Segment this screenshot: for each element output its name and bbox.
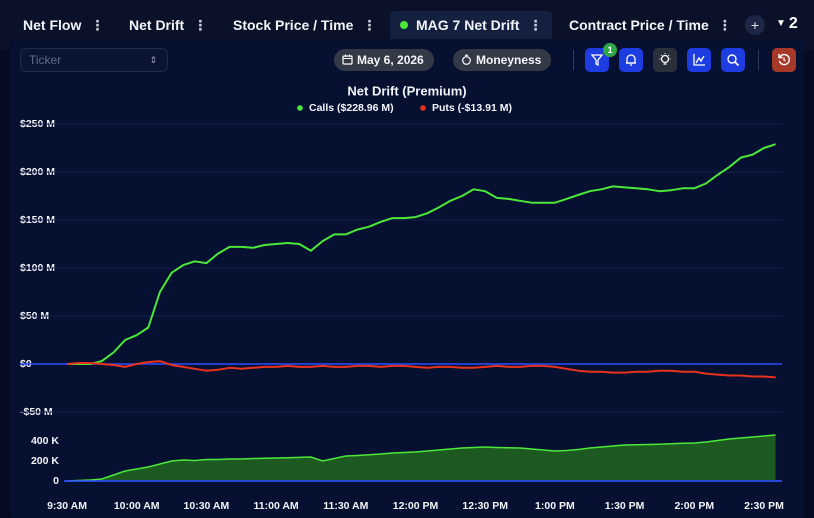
tab-count[interactable]: ▼ 2 [776,15,798,33]
bulb-icon [659,53,671,65]
legend-label: Puts (-$13.91 M) [432,102,512,114]
series-line [66,360,776,379]
tab[interactable]: Net Flow ⋮ [13,11,114,39]
chart-icon [693,54,705,66]
area-line [66,434,776,482]
panel [10,40,804,518]
search-button[interactable] [721,48,745,72]
x-tick-label: 9:30 AM [47,500,87,512]
add-tab-button[interactable]: + [745,15,765,35]
x-tick-label: 1:00 PM [535,500,575,512]
series-line [67,143,776,365]
tab-label: MAG 7 Net Drift [416,17,520,33]
alert-button[interactable] [619,48,643,72]
highlight-button[interactable] [653,48,677,72]
tab-menu[interactable]: ⋮ [90,17,105,33]
chevron: ⇕ [149,55,157,65]
tab[interactable]: MAG 7 Net Drift ⋮ [390,11,553,39]
x-tick-label: 10:00 AM [114,500,160,512]
caret: ▼ [776,18,786,29]
x-tick-label: 1:30 PM [605,500,645,512]
x-tick-label: 11:00 AM [254,500,299,512]
legend-label: Calls ($228.96 M) [309,102,394,114]
search-icon [727,54,740,67]
moneyness-label: Moneyness [476,53,542,67]
date-picker[interactable]: May 6, 2026 [334,49,434,71]
y-tick-label: 0 [53,475,59,487]
chart-title: Net Drift (Premium) [347,83,466,98]
tab-count-label: 2 [788,15,798,32]
bell-icon [626,54,636,66]
separator [573,50,574,70]
reset-icon [778,53,790,66]
x-tick-label: 11:30 AM [323,500,368,512]
tab-menu[interactable]: ⋮ [193,17,208,33]
x-tick-label: 2:30 PM [744,500,784,512]
filter-badge: 1 [603,43,617,57]
tab-label: Net Flow [23,17,82,33]
y-tick-label: 400 K [31,435,59,447]
chart-button[interactable] [687,48,711,72]
area-fill [67,435,776,481]
tab-label: Net Drift [129,17,185,33]
tab[interactable]: Contract Price / Time ⋮ [559,11,742,39]
reset-button[interactable] [772,48,796,72]
tab[interactable]: Net Drift ⋮ [119,11,217,39]
tab[interactable]: Stock Price / Time ⋮ [223,11,386,39]
legend-swatch [297,105,303,111]
ticker-input[interactable]: Ticker ⇕ [20,48,168,72]
active-dot [400,21,408,29]
tab-menu[interactable]: ⋮ [362,17,377,33]
separator [758,50,759,70]
date-label: May 6, 2026 [357,53,424,67]
tab-label: Stock Price / Time [233,17,354,33]
x-tick-label: 12:00 PM [393,500,439,512]
legend-swatch [420,105,426,111]
bag-icon [462,54,471,65]
x-tick-label: 10:30 AM [184,500,230,512]
filter-icon [590,54,604,67]
calendar-icon [342,54,353,65]
moneyness-button[interactable]: Moneyness [453,49,552,71]
x-tick-label: 12:30 PM [462,500,508,512]
y-tick-label: 200 K [31,455,59,467]
tab-menu[interactable]: ⋮ [528,17,543,33]
tab-menu[interactable]: ⋮ [717,17,732,33]
ticker-placeholder: Ticker [29,53,62,67]
x-tick-label: 2:00 PM [674,500,714,512]
tab-label: Contract Price / Time [569,17,709,33]
